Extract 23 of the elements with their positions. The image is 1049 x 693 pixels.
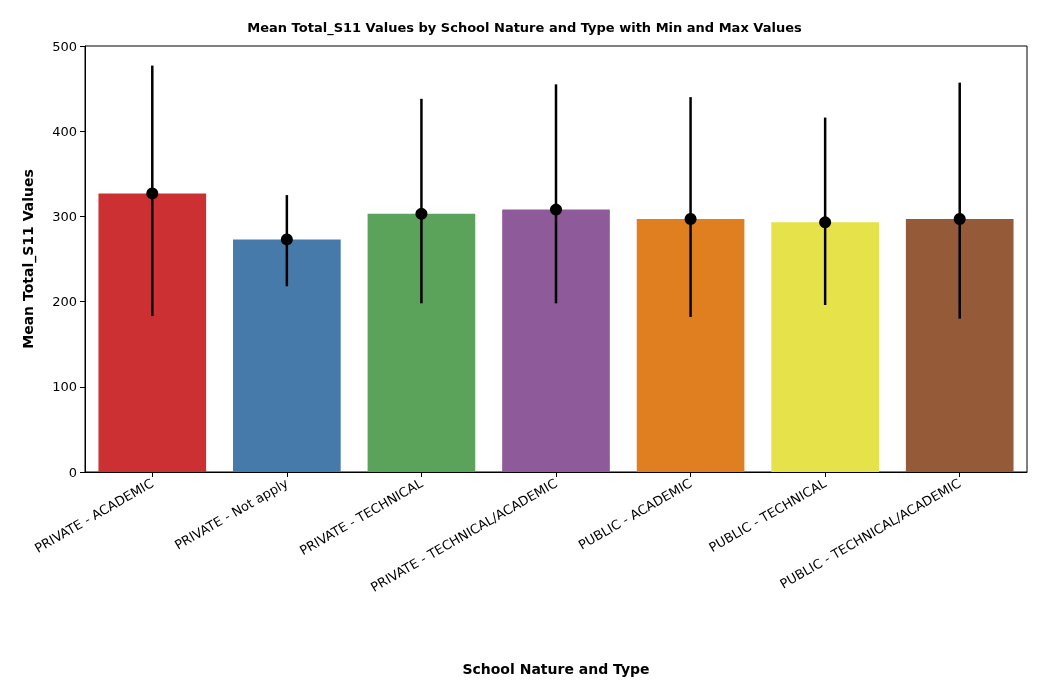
point: [550, 203, 562, 216]
y-axis-title: Mean Total_S11 Values: [20, 169, 37, 349]
chart-title: Mean Total_S11 Values by School Nature and Type with Min and Max Values: [247, 20, 802, 36]
y-tick-label: 300: [52, 208, 77, 224]
y-tick-label: 0: [68, 464, 77, 480]
bar: [98, 193, 207, 472]
y-tick-label: 400: [52, 123, 77, 139]
x-axis-title: School Nature and Type: [462, 661, 650, 677]
point: [953, 212, 966, 225]
bar: [367, 213, 476, 472]
bar: [636, 218, 745, 472]
y-tick-label: 200: [52, 294, 77, 310]
point: [819, 216, 832, 229]
bar: [771, 222, 879, 472]
bar: [233, 239, 341, 472]
bar: [502, 209, 610, 472]
bar: [905, 218, 1014, 472]
point: [684, 212, 697, 225]
point: [415, 207, 428, 220]
y-tick-label: 500: [52, 38, 77, 54]
y-tick-label: 100: [52, 379, 77, 395]
point: [146, 187, 159, 200]
point: [280, 233, 293, 246]
